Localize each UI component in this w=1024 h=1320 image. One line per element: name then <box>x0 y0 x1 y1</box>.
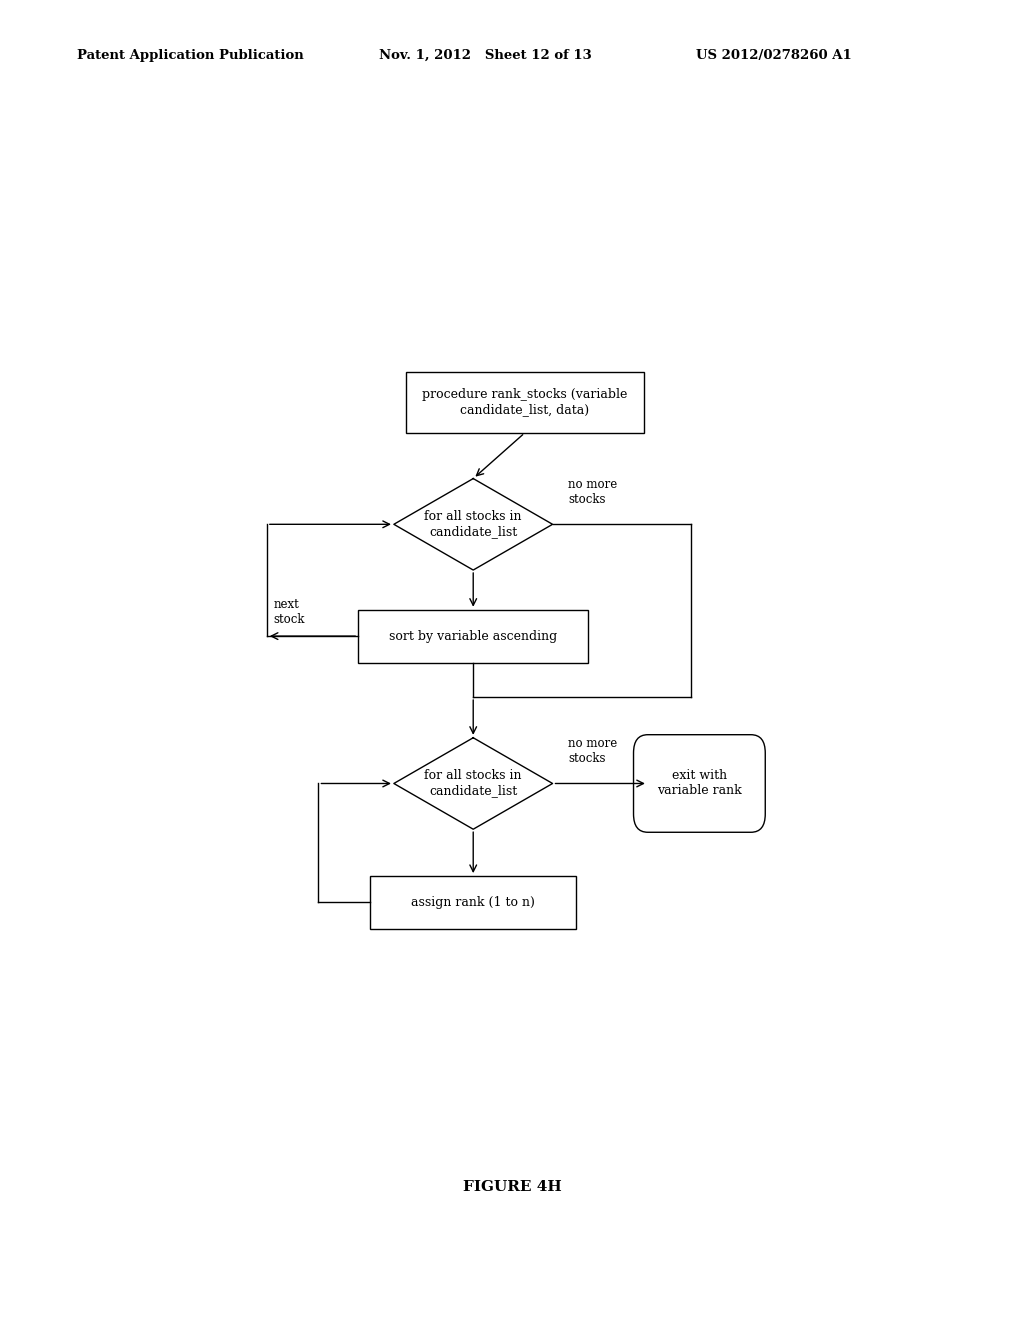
Text: next
stock: next stock <box>273 598 305 626</box>
Text: sort by variable ascending: sort by variable ascending <box>389 630 557 643</box>
Text: no more
stocks: no more stocks <box>568 478 617 506</box>
Text: for all stocks in
candidate_list: for all stocks in candidate_list <box>425 511 522 539</box>
Text: FIGURE 4H: FIGURE 4H <box>463 1180 561 1193</box>
Text: procedure rank_stocks (variable
candidate_list, data): procedure rank_stocks (variable candidat… <box>422 388 628 416</box>
Text: assign rank (1 to n): assign rank (1 to n) <box>412 896 536 909</box>
Bar <box>358 610 588 663</box>
Text: US 2012/0278260 A1: US 2012/0278260 A1 <box>696 49 852 62</box>
FancyBboxPatch shape <box>634 735 765 833</box>
Polygon shape <box>394 479 553 570</box>
Text: exit with
variable rank: exit with variable rank <box>657 770 741 797</box>
Text: for all stocks in
candidate_list: for all stocks in candidate_list <box>425 770 522 797</box>
Bar <box>406 372 644 433</box>
Polygon shape <box>394 738 553 829</box>
Text: Patent Application Publication: Patent Application Publication <box>77 49 303 62</box>
Bar <box>370 876 577 929</box>
Text: no more
stocks: no more stocks <box>568 737 617 766</box>
Text: Nov. 1, 2012   Sheet 12 of 13: Nov. 1, 2012 Sheet 12 of 13 <box>379 49 592 62</box>
